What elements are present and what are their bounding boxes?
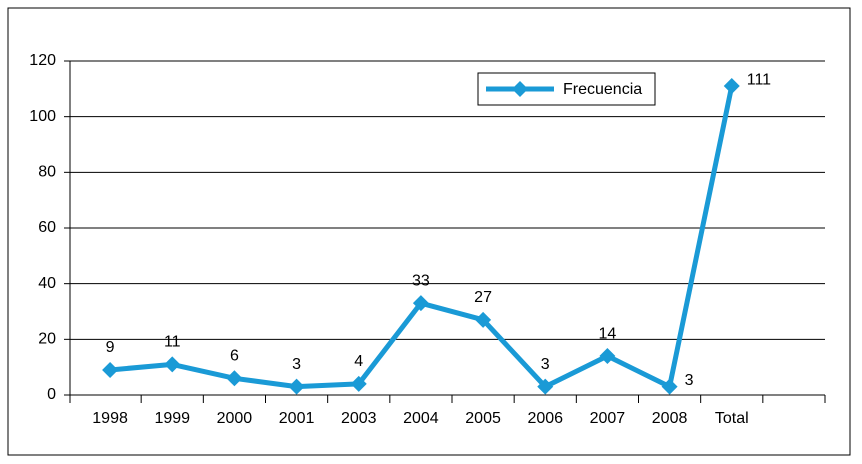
data-point [723,78,740,95]
y-tick-label: 40 [38,275,56,292]
x-tick-label: 2006 [527,410,563,427]
x-tick-label: 1999 [154,410,190,427]
data-label: 6 [230,348,239,365]
y-tick-label: 20 [38,331,56,348]
data-label: 27 [474,289,492,306]
x-tick-label: 2005 [465,410,501,427]
x-tick-label: 2000 [217,410,253,427]
data-label: 3 [685,372,694,389]
y-tick-label: 100 [29,108,56,125]
y-tick-label: 80 [38,164,56,181]
data-point [475,311,492,328]
x-tick-label: 2007 [590,410,626,427]
data-point [102,361,119,378]
data-point [350,375,367,392]
x-tick-label: 2008 [652,410,688,427]
x-tick-label: 2003 [341,410,377,427]
chart-frame [7,7,851,456]
data-label: 33 [412,272,430,289]
x-tick-label: 1998 [92,410,128,427]
data-label: 11 [164,334,181,351]
data-point [288,378,305,395]
data-label: 3 [292,356,301,373]
data-point [226,370,243,387]
data-point [599,348,616,365]
y-tick-label: 0 [47,386,56,403]
data-point [412,295,429,312]
data-label: 4 [354,353,363,370]
y-tick-label: 60 [38,219,56,236]
y-tick-label: 120 [29,52,56,69]
data-point [164,356,181,373]
data-point [537,378,554,395]
x-tick-label: Total [715,410,749,427]
data-label: 3 [541,356,550,373]
data-label: 111 [747,71,771,88]
legend-marker [512,81,528,97]
data-point [661,378,678,395]
x-tick-label: 2001 [279,410,315,427]
x-tick-label: 2004 [403,410,439,427]
legend-label: Frecuencia [563,81,642,98]
data-label: 14 [599,325,617,342]
data-label: 9 [106,339,115,356]
